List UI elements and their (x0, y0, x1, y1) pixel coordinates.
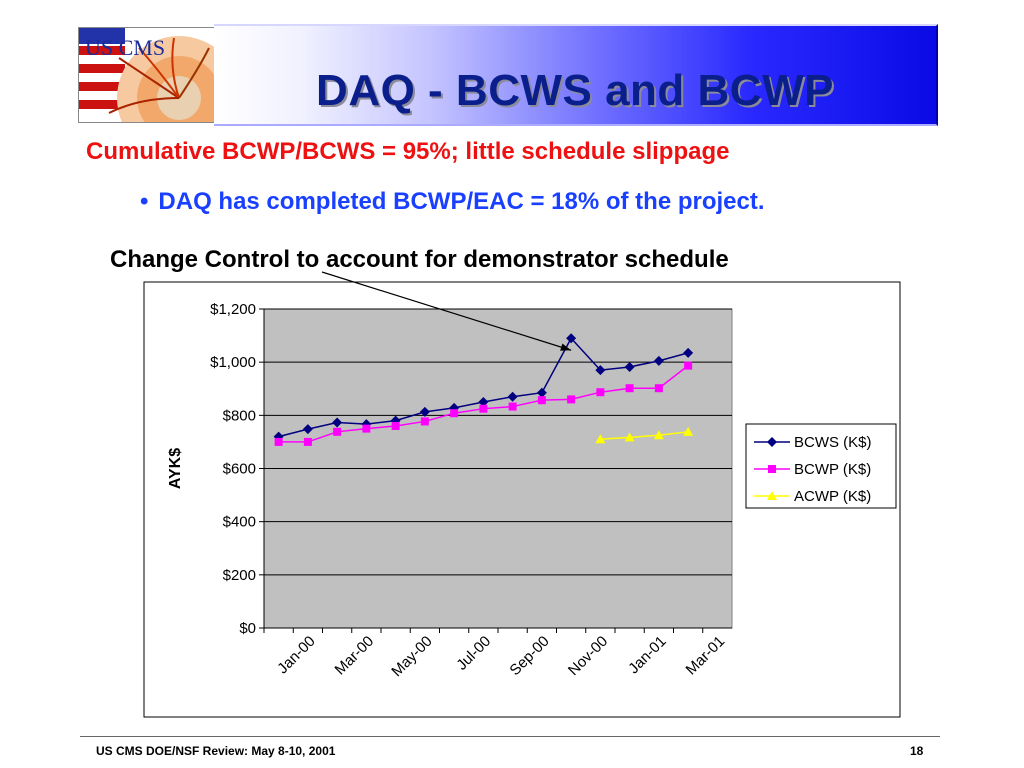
data-point (450, 409, 459, 418)
y-tick-label: $0 (239, 620, 256, 637)
data-point (683, 347, 694, 358)
legend-marker (767, 491, 777, 500)
data-point (333, 427, 342, 436)
data-point (624, 432, 635, 442)
legend-label: ACWP (K$) (794, 488, 871, 505)
data-point (536, 387, 547, 398)
legend-marker (767, 437, 777, 447)
y-tick-label: $400 (223, 514, 256, 531)
data-point (537, 396, 546, 405)
data-point (567, 395, 576, 404)
y-tick-label: $200 (223, 567, 256, 584)
callout-label: Change Control to account for demonstrat… (110, 246, 729, 273)
data-point (595, 365, 606, 376)
title-banner: DAQ - BCWS and BCWP (214, 24, 938, 126)
us-cms-logo-graphic: US CMS (79, 28, 214, 122)
data-point (274, 437, 283, 446)
y-tick-label: $600 (223, 461, 256, 478)
data-point (478, 397, 489, 408)
y-axis-label: AYK$ (167, 448, 184, 489)
legend-label: BCWP (K$) (794, 461, 871, 478)
slide-title: DAQ - BCWS and BCWP (316, 66, 834, 115)
legend-marker (768, 465, 776, 473)
footer-divider (80, 736, 940, 737)
y-tick-label: $1,000 (210, 354, 256, 371)
data-point (684, 361, 693, 370)
callout-arrow-head (560, 343, 572, 351)
series-line (600, 431, 689, 441)
data-point (332, 417, 343, 428)
bullet-symbol: • (140, 188, 149, 215)
data-point (653, 430, 664, 440)
data-point (566, 333, 577, 344)
data-point (420, 417, 429, 426)
data-point (479, 404, 488, 413)
data-point (683, 426, 694, 436)
data-point (419, 406, 430, 417)
data-point (507, 391, 518, 402)
bullet-item: • DAQ has completed BCWP/EAC = 18% of the… (140, 188, 765, 216)
data-point (362, 424, 371, 433)
data-point (653, 355, 664, 366)
data-point (302, 424, 313, 435)
us-cms-logo: US CMS (78, 27, 215, 123)
legend-label: BCWS (K$) (794, 434, 872, 451)
data-point (595, 434, 606, 444)
data-point (508, 402, 517, 411)
bullet-text: DAQ has completed BCWP/EAC = 18% of the … (158, 188, 765, 215)
data-point (625, 384, 634, 393)
data-point (654, 384, 663, 393)
data-point (596, 388, 605, 397)
callout-arrow-line (321, 271, 572, 351)
page-number: 18 (910, 744, 924, 758)
y-tick-label: $800 (223, 407, 256, 424)
data-point (391, 421, 400, 430)
logo-text: US CMS (85, 35, 165, 60)
y-tick-label: $1,200 (210, 301, 256, 318)
subheading: Cumulative BCWP/BCWS = 95%; little sched… (86, 138, 730, 165)
data-point (303, 437, 312, 446)
data-point (624, 361, 635, 372)
footer-text: US CMS DOE/NSF Review: May 8-10, 2001 (96, 744, 336, 758)
